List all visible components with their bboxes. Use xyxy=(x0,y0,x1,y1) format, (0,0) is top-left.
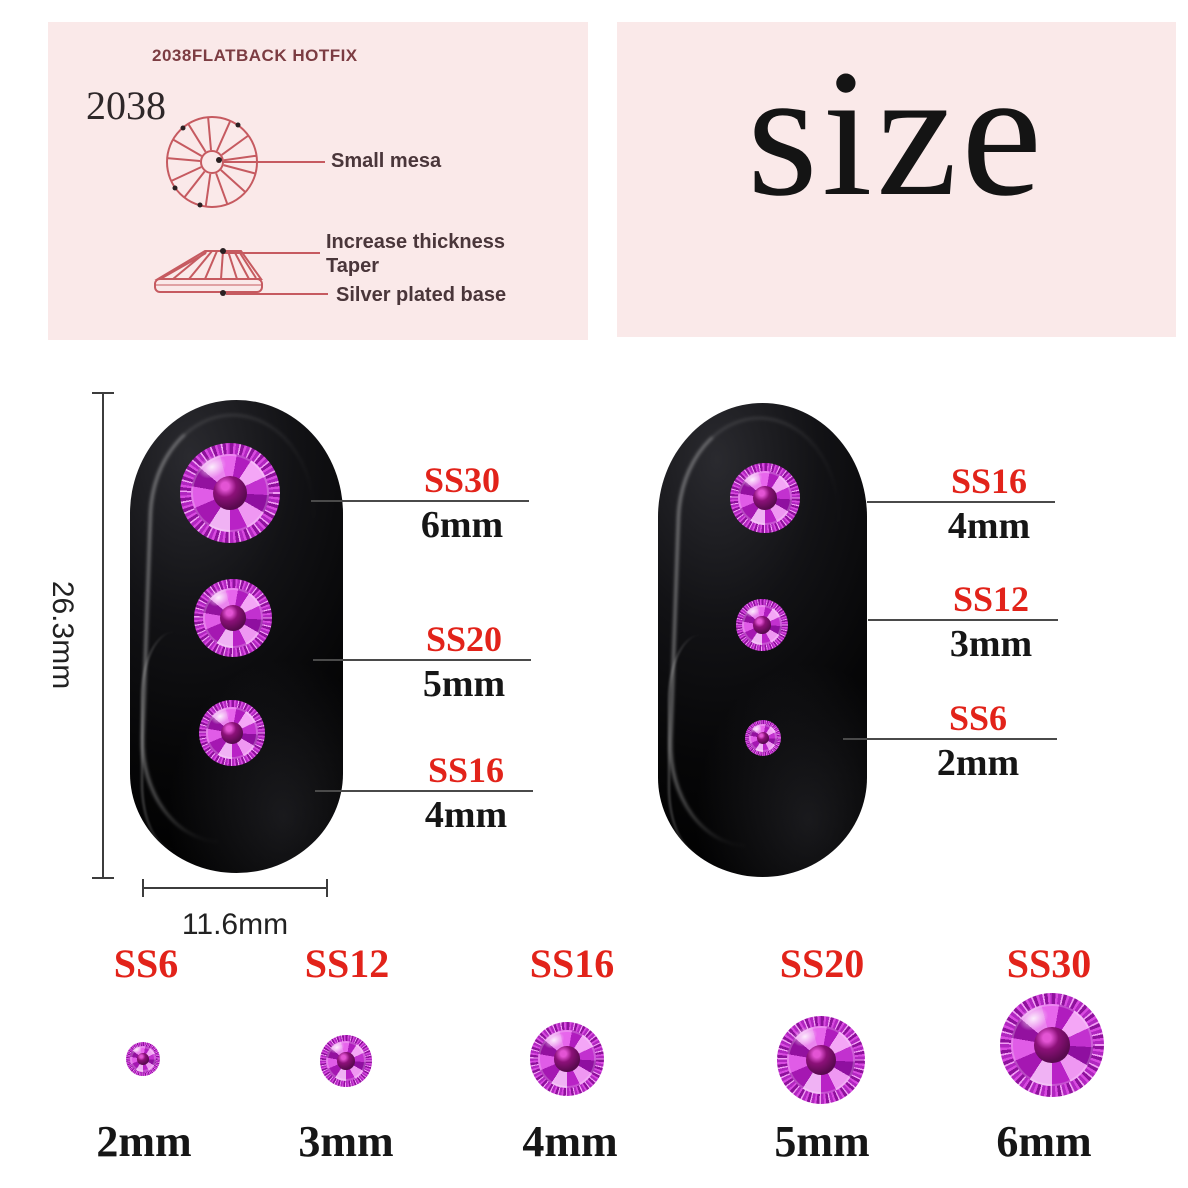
width-dimension-label: 11.6mm xyxy=(181,908,289,941)
callout-ss-label: SS30 xyxy=(423,460,501,500)
height-dimension-label: 26.3mm xyxy=(46,580,79,690)
stone-core xyxy=(220,721,244,745)
width-dimension-line xyxy=(142,879,328,897)
row-stone-ss30 xyxy=(1000,993,1104,1097)
rhinestone-diagram xyxy=(154,116,328,296)
stone-ss16-on-nail xyxy=(199,700,265,766)
callout-ss-label: SS20 xyxy=(425,619,503,659)
row-ss-label-ss6: SS6 xyxy=(113,941,179,986)
row-mm-label-5mm: 5mm xyxy=(774,1117,870,1166)
stone-ss30-on-nail xyxy=(180,443,280,543)
row-stone-ss16 xyxy=(530,1022,604,1096)
size-card: size xyxy=(617,22,1176,337)
stone-ss12-on-nail xyxy=(736,599,788,651)
row-stone-ss20 xyxy=(777,1016,865,1104)
row-mm-label-4mm: 4mm xyxy=(522,1117,618,1166)
spec-card: 2038FLATBACK HOTFIX 2038 Small mesa Incr… xyxy=(48,22,588,340)
row-mm-label-2mm: 2mm xyxy=(96,1117,192,1166)
stone-core xyxy=(137,1053,149,1065)
callout-ss-label: SS16 xyxy=(950,461,1028,501)
label-small-mesa: Small mesa xyxy=(331,150,442,172)
size-headline: size xyxy=(747,33,1046,234)
row-ss-label-ss30: SS30 xyxy=(1006,941,1092,986)
stone-core xyxy=(756,731,770,745)
stone-ss20-on-nail xyxy=(194,579,272,657)
stone-core xyxy=(337,1052,355,1070)
row-ss-label-ss12: SS12 xyxy=(304,941,390,986)
callout-ss16-right: SS16 4mm xyxy=(867,455,1055,545)
callout-mm-label: 3mm xyxy=(949,623,1033,665)
label-increase-thickness: Increase thickness xyxy=(326,231,505,253)
callout-ss-label: SS16 xyxy=(427,750,505,790)
height-dimension-line xyxy=(92,392,114,879)
callout-leader-line xyxy=(315,790,533,792)
callout-leader-line xyxy=(843,738,1057,740)
stone-core xyxy=(753,486,777,510)
callout-mm-label: 4mm xyxy=(947,505,1031,547)
stone-ss6-on-nail xyxy=(745,720,781,756)
callout-leader-line xyxy=(311,500,529,502)
callout-leader-line xyxy=(313,659,531,661)
callout-leader-line xyxy=(868,619,1058,621)
stone-core xyxy=(753,616,771,634)
stone-core xyxy=(806,1045,836,1075)
row-ss-label-ss16: SS16 xyxy=(529,941,615,986)
model-number: 2038 xyxy=(86,83,166,128)
callout-ss6: SS6 2mm xyxy=(843,692,1057,782)
callout-ss-label: SS12 xyxy=(952,579,1030,619)
spec-card-title: 2038FLATBACK HOTFIX xyxy=(152,46,358,65)
label-silver-plated-base: Silver plated base xyxy=(336,284,507,306)
row-stone-ss6 xyxy=(126,1042,160,1076)
stone-core xyxy=(219,604,247,632)
callout-leader-line xyxy=(867,501,1055,503)
callout-ss20: SS20 5mm xyxy=(313,613,531,703)
callout-ss16-left: SS16 4mm xyxy=(315,744,533,834)
stone-core xyxy=(554,1046,580,1072)
callout-ss-label: SS6 xyxy=(948,698,1008,738)
callout-mm-label: 5mm xyxy=(422,663,506,705)
row-ss-label-ss20: SS20 xyxy=(779,941,865,986)
row-mm-label-6mm: 6mm xyxy=(996,1117,1092,1166)
callout-ss30: SS30 6mm xyxy=(311,454,529,544)
callout-mm-label: 4mm xyxy=(424,794,508,836)
row-mm-label-3mm: 3mm xyxy=(298,1117,394,1166)
callout-ss12: SS12 3mm xyxy=(868,573,1058,663)
stone-ss16-on-nail-right xyxy=(730,463,800,533)
row-stone-ss12 xyxy=(320,1035,372,1087)
label-taper: Taper xyxy=(326,255,379,277)
stone-core xyxy=(1034,1027,1070,1063)
callout-mm-label: 2mm xyxy=(936,742,1020,784)
stone-core xyxy=(213,476,247,510)
callout-mm-label: 6mm xyxy=(420,504,504,546)
